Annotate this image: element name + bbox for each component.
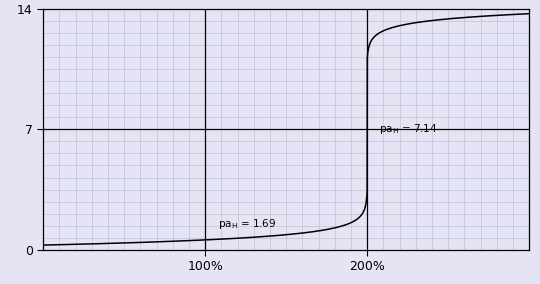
Text: $\mathregular{pa_H}$ = 1.69: $\mathregular{pa_H}$ = 1.69 (218, 217, 276, 231)
Text: $\mathregular{pa_H}$ = 7.14: $\mathregular{pa_H}$ = 7.14 (379, 122, 437, 136)
